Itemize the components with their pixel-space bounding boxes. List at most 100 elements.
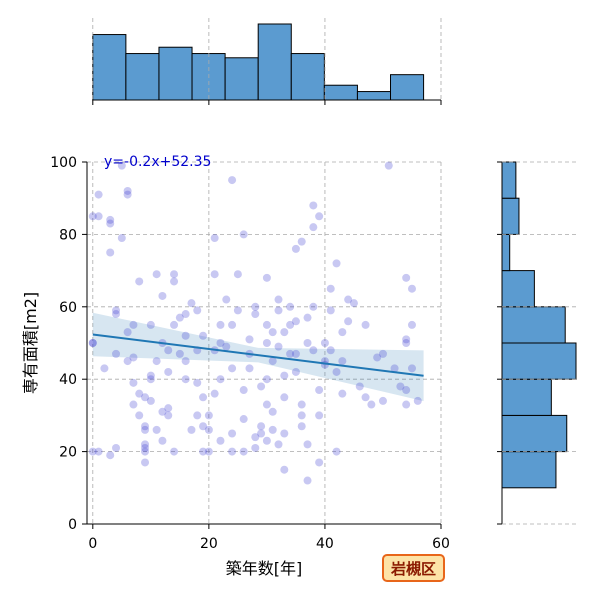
top-hist-bar	[257, 23, 292, 101]
x-tick-label: 0	[88, 536, 97, 552]
scatter-point	[303, 476, 312, 485]
scatter-point	[402, 335, 411, 344]
regression-line	[92, 333, 424, 377]
scatter-point	[164, 346, 173, 355]
top-hist-bar	[125, 53, 160, 101]
scatter-point	[170, 270, 179, 279]
scatter-point	[135, 411, 144, 420]
scatter-point	[315, 212, 324, 221]
scatter-point	[204, 425, 213, 434]
scatter-point	[309, 201, 318, 210]
scatter-point	[141, 458, 150, 467]
scatter-point	[303, 339, 312, 347]
scatter-point	[280, 465, 289, 474]
y-tick-label: 0	[68, 517, 77, 533]
scatter-point	[367, 400, 376, 409]
scatter-point	[338, 389, 347, 398]
scatter-point	[204, 447, 213, 456]
scatter-point	[251, 302, 260, 311]
scatter-point	[349, 299, 358, 308]
scatter-point	[390, 364, 399, 373]
scatter-point	[251, 433, 260, 442]
scatter-point	[361, 393, 370, 402]
scatter-point	[291, 349, 300, 358]
scatter-point	[303, 313, 312, 322]
scatter-point	[384, 161, 393, 170]
right-hist-bar	[501, 161, 517, 199]
right-hist-bar	[501, 233, 511, 272]
scatter-point	[199, 331, 208, 340]
right-hist-bar	[501, 306, 566, 344]
scatter-point	[251, 443, 260, 452]
y-tick-label: 60	[59, 300, 77, 316]
scatter-point	[303, 440, 312, 449]
scatter-point	[88, 339, 97, 347]
scatter-point	[112, 349, 121, 358]
scatter-point	[373, 353, 382, 362]
scatter-point	[228, 364, 237, 373]
scatter-point	[280, 393, 289, 402]
scatter-point	[164, 367, 173, 376]
scatter-point	[222, 295, 231, 304]
scatter-point	[146, 371, 155, 380]
right-hist-bar	[501, 342, 577, 380]
scatter-point	[135, 389, 144, 398]
scatter-point	[286, 320, 295, 329]
scatter-point	[228, 320, 237, 329]
scatter-point	[146, 375, 155, 384]
scatter-point	[152, 357, 161, 366]
scatter-point	[251, 310, 260, 319]
scatter-point	[199, 447, 208, 456]
scatter-point	[141, 440, 150, 449]
scatter-point	[123, 190, 132, 199]
scatter-point	[199, 393, 208, 402]
scatter-point	[146, 396, 155, 405]
ward-badge: 岩槻区	[382, 554, 445, 582]
scatter-point	[326, 306, 335, 315]
scatter-point	[193, 378, 202, 387]
scatter-point	[135, 277, 144, 286]
scatter-point	[94, 447, 103, 456]
scatter-point	[239, 447, 248, 456]
scatter-point	[332, 259, 341, 268]
scatter-point	[181, 310, 190, 319]
scatter-point	[280, 328, 289, 337]
scatter-point	[245, 335, 254, 344]
scatter-point	[262, 400, 271, 409]
scatter-point	[94, 212, 103, 221]
scatter-point	[210, 234, 219, 243]
top-marginal-histogram	[92, 23, 441, 101]
scatter-point	[262, 339, 271, 347]
scatter-point	[216, 339, 225, 347]
ward-badge-background	[382, 554, 445, 582]
scatter-point	[257, 422, 266, 431]
scatter-point	[338, 357, 347, 366]
scatter-point	[106, 219, 115, 228]
scatter-point	[170, 320, 179, 329]
scatter-point	[152, 270, 161, 279]
scatter-point	[245, 364, 254, 373]
scatter-point	[187, 299, 196, 308]
scatter-point	[320, 339, 329, 347]
scatter-point	[193, 306, 202, 315]
scatter-point	[239, 230, 248, 239]
scatter-point	[402, 273, 411, 282]
scatter-point	[216, 436, 225, 445]
scatter-point	[141, 393, 150, 402]
top-hist-bar	[356, 91, 392, 101]
scatter-point	[228, 429, 237, 438]
scatter-point	[309, 346, 318, 355]
top-hist-bar	[158, 46, 193, 101]
scatter-point	[181, 331, 190, 340]
scatter-point	[297, 400, 306, 409]
scatter-point	[123, 328, 132, 337]
scatter-point	[257, 429, 266, 438]
regression-confidence-band	[92, 312, 424, 402]
scatter-point	[158, 407, 167, 416]
scatter-point	[158, 291, 167, 300]
scatter-point	[407, 320, 416, 329]
scatter-point	[396, 382, 405, 391]
scatter-point	[378, 396, 387, 405]
scatter-point	[344, 295, 353, 304]
scatter-point	[291, 317, 300, 326]
